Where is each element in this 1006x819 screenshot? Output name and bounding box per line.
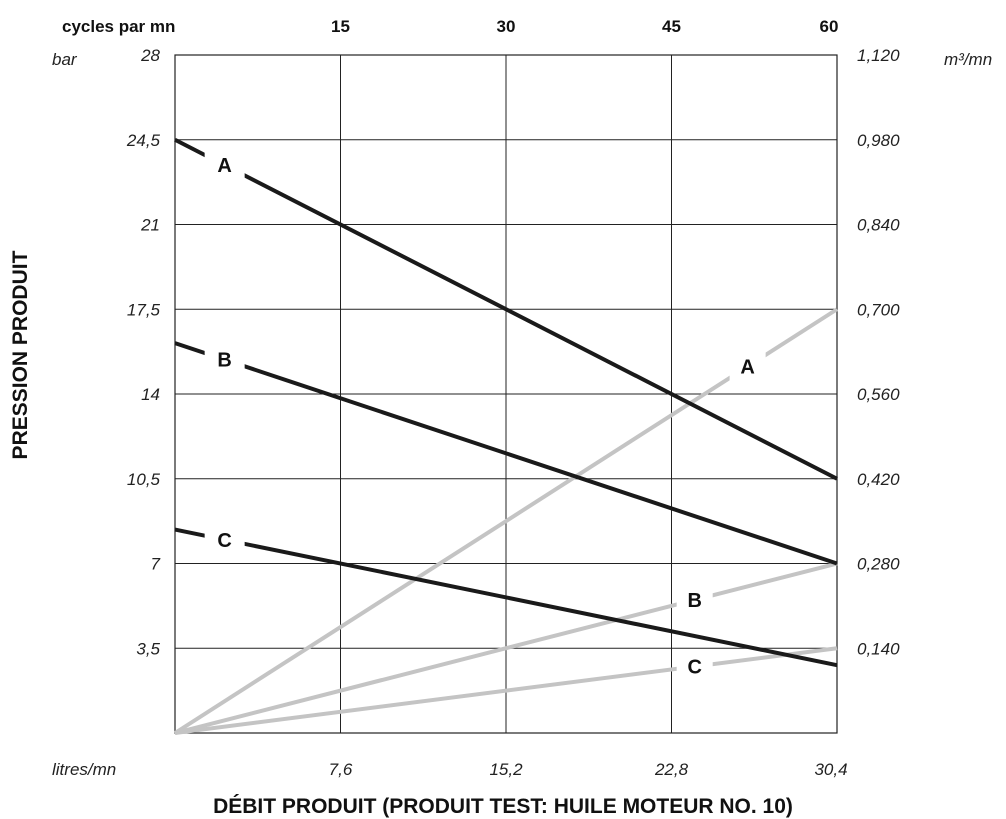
y-tick-label: 10,5 bbox=[127, 470, 161, 489]
y2-tick-label: 0,700 bbox=[857, 300, 900, 319]
pressure-label-bg-c bbox=[204, 524, 245, 555]
y2-tick-label: 0,420 bbox=[857, 470, 900, 489]
pressure-label-bg-a bbox=[204, 150, 245, 181]
x-axis-unit: litres/mn bbox=[52, 760, 116, 779]
y-tick-label: 17,5 bbox=[127, 300, 161, 319]
pressure-line-b bbox=[174, 341, 838, 566]
y-axis-unit: bar bbox=[52, 50, 78, 69]
y-axis-title: PRESSION PRODUIT bbox=[9, 250, 32, 459]
x-tick-label: 22,8 bbox=[654, 760, 689, 779]
y2-tick-label: 0,140 bbox=[857, 639, 900, 658]
y-tick-label: 21 bbox=[140, 216, 160, 235]
air-label-bg-a bbox=[729, 351, 766, 382]
y2-tick-label: 0,560 bbox=[857, 385, 900, 404]
pressure-label-c: C bbox=[217, 530, 231, 552]
air-label-bg-b bbox=[676, 584, 713, 615]
labels-layer: 3,5 7 10,5 14 17,5 21 24,5 28 0,140 0,280 0,420 0,5… bbox=[126, 17, 900, 779]
y-tick-label: 7 bbox=[151, 555, 161, 574]
top-tick-label: 30 bbox=[497, 17, 516, 36]
top-axis-unit: cycles par mn bbox=[62, 17, 175, 36]
y-tick-label: 24,5 bbox=[126, 131, 161, 150]
pressure-label-bg-b bbox=[204, 344, 245, 375]
top-tick-label: 45 bbox=[662, 17, 681, 36]
y2-tick-label: 0,840 bbox=[857, 216, 900, 235]
x-tick-label: 15,2 bbox=[489, 760, 523, 779]
air-line-c bbox=[174, 646, 838, 735]
grid bbox=[174, 54, 838, 734]
x-axis-title: DÉBIT PRODUIT (PRODUIT TEST: HUILE MOTEU… bbox=[213, 795, 793, 818]
pressure-label-a: A bbox=[217, 155, 231, 177]
air-line-a bbox=[173, 307, 839, 735]
y-tick-label: 3,5 bbox=[136, 639, 160, 658]
pressure-line-c bbox=[174, 527, 838, 668]
y2-tick-label: 0,280 bbox=[857, 555, 900, 574]
y2-tick-label: 1,120 bbox=[857, 46, 900, 65]
top-tick-label: 60 bbox=[820, 17, 839, 36]
y-tick-label: 14 bbox=[141, 385, 160, 404]
air-label-a: A bbox=[740, 356, 754, 378]
y-tick-label: 28 bbox=[140, 46, 160, 65]
y2-tick-label: 0,980 bbox=[857, 131, 900, 150]
top-tick-label: 15 bbox=[331, 17, 350, 36]
air-label-bg-c bbox=[676, 651, 713, 682]
air-label-c: C bbox=[687, 656, 701, 678]
pressure-line-a bbox=[174, 137, 838, 481]
x-tick-label: 7,6 bbox=[329, 760, 353, 779]
pressure-label-b: B bbox=[217, 350, 231, 372]
y2-axis-unit: m³/mn bbox=[944, 50, 992, 69]
air-line-b bbox=[174, 561, 838, 735]
series-layer: A B C A B C bbox=[173, 137, 839, 735]
x-tick-label: 30,4 bbox=[814, 760, 847, 779]
air-label-b: B bbox=[687, 590, 701, 612]
